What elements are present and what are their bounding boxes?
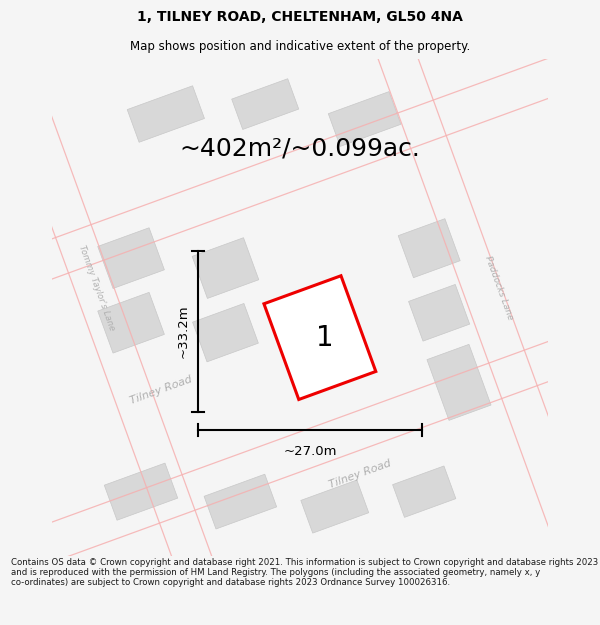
Polygon shape bbox=[98, 292, 164, 353]
Polygon shape bbox=[301, 480, 369, 533]
Polygon shape bbox=[232, 79, 299, 129]
Text: 1: 1 bbox=[316, 324, 334, 352]
Polygon shape bbox=[427, 344, 491, 421]
Text: 1, TILNEY ROAD, CHELTENHAM, GL50 4NA: 1, TILNEY ROAD, CHELTENHAM, GL50 4NA bbox=[137, 9, 463, 24]
Polygon shape bbox=[398, 219, 460, 278]
Text: Tommy Taylor's Lane: Tommy Taylor's Lane bbox=[77, 244, 116, 332]
Text: Tilney Road: Tilney Road bbox=[128, 374, 193, 406]
Polygon shape bbox=[98, 228, 164, 289]
Polygon shape bbox=[264, 276, 376, 399]
Polygon shape bbox=[204, 474, 277, 529]
Polygon shape bbox=[193, 304, 259, 362]
Text: ~402m²/~0.099ac.: ~402m²/~0.099ac. bbox=[179, 137, 421, 161]
Polygon shape bbox=[192, 238, 259, 298]
Polygon shape bbox=[328, 92, 401, 146]
Polygon shape bbox=[392, 466, 456, 518]
Text: Tilney Road: Tilney Road bbox=[327, 458, 392, 490]
Polygon shape bbox=[409, 284, 470, 341]
Text: Paddocks Lane: Paddocks Lane bbox=[483, 254, 515, 321]
Text: ~33.2m: ~33.2m bbox=[177, 304, 190, 358]
Text: ~27.0m: ~27.0m bbox=[283, 446, 337, 458]
Polygon shape bbox=[127, 86, 205, 142]
Text: Map shows position and indicative extent of the property.: Map shows position and indicative extent… bbox=[130, 40, 470, 52]
Text: Contains OS data © Crown copyright and database right 2021. This information is : Contains OS data © Crown copyright and d… bbox=[11, 558, 598, 588]
Polygon shape bbox=[104, 463, 178, 520]
